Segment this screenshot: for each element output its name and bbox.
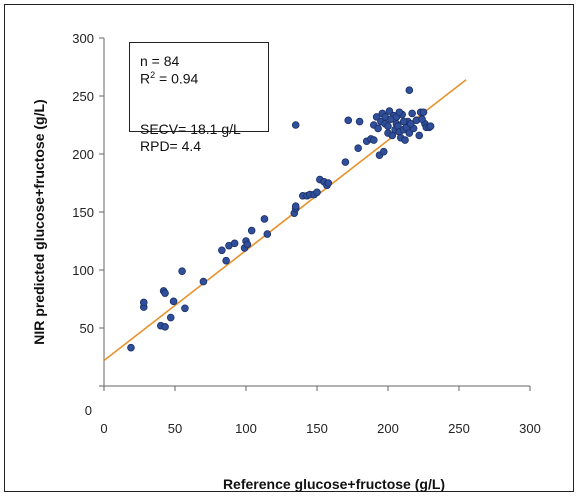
stat-secv: SECV= 18.1 g/L xyxy=(140,121,241,137)
data-point-34 xyxy=(324,179,333,187)
data-point-8 xyxy=(169,297,178,306)
x-tick-label-1: 50 xyxy=(168,421,182,436)
data-point-66 xyxy=(408,109,416,118)
data-point-81 xyxy=(406,120,415,128)
data-point-61 xyxy=(401,136,409,144)
data-point-10 xyxy=(181,304,189,313)
data-point-65 xyxy=(405,86,414,94)
data-point-7 xyxy=(166,313,175,322)
data-point-48 xyxy=(379,147,388,156)
data-point-21 xyxy=(263,230,272,238)
data-point-51 xyxy=(385,107,394,115)
chart-frame xyxy=(4,4,574,492)
data-point-20 xyxy=(260,215,269,223)
data-point-6 xyxy=(161,289,169,298)
data-point-43 xyxy=(372,113,381,121)
data-point-18 xyxy=(243,240,252,249)
x-tick-label-0: 0 xyxy=(100,421,107,436)
y-tick-label-2: 100 xyxy=(72,263,94,278)
data-point-11 xyxy=(199,277,208,286)
data-point-44 xyxy=(374,124,382,133)
data-point-80 xyxy=(384,122,392,130)
data-point-13 xyxy=(222,256,230,265)
y-axis-ticks xyxy=(99,37,104,387)
stat-rpd: RPD= 4.4 xyxy=(140,138,202,154)
data-point-35 xyxy=(341,158,350,166)
x-axis-ticks xyxy=(103,386,531,391)
data-point-64 xyxy=(405,129,414,137)
data-point-4 xyxy=(161,323,169,331)
data-point-24 xyxy=(291,202,300,211)
y-tick-label-4: 200 xyxy=(72,147,94,162)
data-point-41 xyxy=(369,136,378,144)
y-axis-tick-labels: 0 50 100 150 200 250 300 xyxy=(72,31,94,418)
stat-r2-superscript: 2 xyxy=(150,70,156,80)
x-tick-label-6: 300 xyxy=(519,421,541,436)
data-point-77 xyxy=(381,113,389,121)
data-point-30 xyxy=(313,188,321,197)
data-point-38 xyxy=(355,117,364,126)
data-point-36 xyxy=(344,116,353,125)
data-point-69 xyxy=(415,131,424,140)
y-axis-title: NIR predicted glucose+fructose (g/L) xyxy=(31,99,47,344)
data-point-15 xyxy=(230,239,239,248)
x-axis-title: Reference glucose+fructose (g/L) xyxy=(223,476,445,492)
x-tick-label-3: 150 xyxy=(306,421,328,436)
y-tick-label-0: 0 xyxy=(85,403,92,418)
data-point-37 xyxy=(354,144,362,153)
data-point-79 xyxy=(399,117,408,126)
x-tick-label-2: 100 xyxy=(235,421,257,436)
data-point-9 xyxy=(178,267,186,275)
statistics-box: n = 84 R2 = 0.94 SECV= 18.1 g/L RPD= 4.4 xyxy=(129,42,269,154)
y-tick-label-1: 50 xyxy=(80,321,94,336)
x-tick-label-4: 200 xyxy=(377,421,399,436)
x-axis-tick-labels: 0 50 100 150 200 250 300 xyxy=(100,421,540,436)
stat-r-squared: R2 = 0.94 xyxy=(140,70,198,87)
stat-r2-prefix: R xyxy=(140,70,151,87)
data-point-19 xyxy=(247,226,256,235)
x-tick-label-5: 250 xyxy=(448,421,470,436)
data-point-2 xyxy=(139,298,148,307)
data-point-71 xyxy=(419,108,428,117)
data-points xyxy=(127,86,435,352)
data-point-83 xyxy=(395,108,404,117)
y-tick-label-5: 250 xyxy=(72,89,94,104)
data-point-75 xyxy=(426,122,435,130)
y-tick-label-3: 150 xyxy=(72,205,94,220)
data-point-12 xyxy=(218,246,226,255)
stat-r2-value: = 0.94 xyxy=(155,70,199,87)
data-point-25 xyxy=(291,121,300,129)
data-point-0 xyxy=(127,343,135,352)
y-tick-label-6: 300 xyxy=(72,31,94,46)
stat-n: n = 84 xyxy=(140,53,180,69)
data-point-82 xyxy=(418,115,426,123)
